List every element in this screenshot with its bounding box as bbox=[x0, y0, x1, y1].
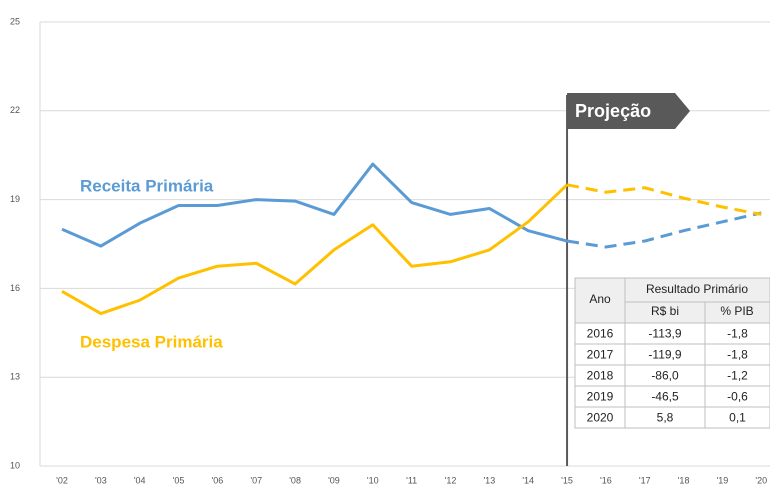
table-bg bbox=[574, 277, 770, 324]
projection-series-line bbox=[566, 183, 762, 216]
y-tick-label: 25 bbox=[10, 16, 20, 26]
table-cell-text: -0,6 bbox=[727, 390, 748, 404]
table-header: Ano bbox=[589, 292, 611, 306]
y-tick-label: 19 bbox=[10, 194, 20, 204]
table-cell-text: 2020 bbox=[587, 411, 614, 425]
table-cell-text: 2016 bbox=[587, 327, 614, 341]
table-cell-text: 2019 bbox=[587, 390, 614, 404]
x-tick-label: '14 bbox=[522, 475, 534, 485]
x-tick-label: '20 bbox=[755, 475, 767, 485]
x-tick-label: '16 bbox=[600, 475, 612, 485]
table-header: Resultado Primário bbox=[646, 282, 748, 296]
series-label: Receita Primária bbox=[80, 176, 214, 195]
x-tick-label: '11 bbox=[406, 475, 417, 485]
x-tick-label: '05 bbox=[173, 475, 185, 485]
table-header: R$ bi bbox=[651, 304, 679, 318]
x-tick-label: '08 bbox=[289, 475, 301, 485]
y-tick-label: 16 bbox=[10, 283, 20, 293]
x-tick-label: '04 bbox=[134, 475, 146, 485]
projection-series-line bbox=[566, 211, 762, 249]
table-cell-text: 0,1 bbox=[729, 411, 746, 425]
y-tick-label: 22 bbox=[10, 105, 20, 115]
table-cell-text: -119,9 bbox=[648, 348, 681, 362]
y-tick-label: 13 bbox=[10, 372, 20, 382]
x-tick-label: '02 bbox=[56, 475, 68, 485]
table-cell-text: -1,8 bbox=[727, 348, 748, 362]
x-tick-label: '18 bbox=[678, 475, 690, 485]
table-cell-text: -86,0 bbox=[651, 369, 679, 383]
y-tick-label: 10 bbox=[10, 460, 20, 470]
projection-label: Projeção bbox=[575, 101, 651, 121]
table-cell-text: 2018 bbox=[587, 369, 614, 383]
x-tick-label: '06 bbox=[212, 475, 224, 485]
x-tick-label: '12 bbox=[445, 475, 457, 485]
table-cell-text: -1,2 bbox=[727, 369, 748, 383]
table-cell-text: 2017 bbox=[587, 348, 614, 362]
x-tick-label: '13 bbox=[483, 475, 495, 485]
x-tick-label: '15 bbox=[561, 475, 573, 485]
x-tick-label: '10 bbox=[367, 475, 379, 485]
x-tick-label: '17 bbox=[639, 475, 651, 485]
projection-tag bbox=[567, 93, 690, 129]
series-line bbox=[61, 162, 568, 248]
series-label: Despesa Primária bbox=[80, 332, 223, 351]
series-line bbox=[61, 183, 569, 316]
x-tick-label: '07 bbox=[250, 475, 262, 485]
x-tick-label: '09 bbox=[328, 475, 340, 485]
table-cell-text: -113,9 bbox=[648, 327, 681, 341]
x-tick-label: '19 bbox=[717, 475, 729, 485]
table-cell-text: -46,5 bbox=[651, 390, 679, 404]
table-cell-text: -1,8 bbox=[727, 327, 748, 341]
table-cell-text: 5,8 bbox=[657, 411, 674, 425]
x-tick-label: '03 bbox=[95, 475, 107, 485]
table-header: % PIB bbox=[720, 304, 753, 318]
table-cell bbox=[704, 406, 770, 429]
